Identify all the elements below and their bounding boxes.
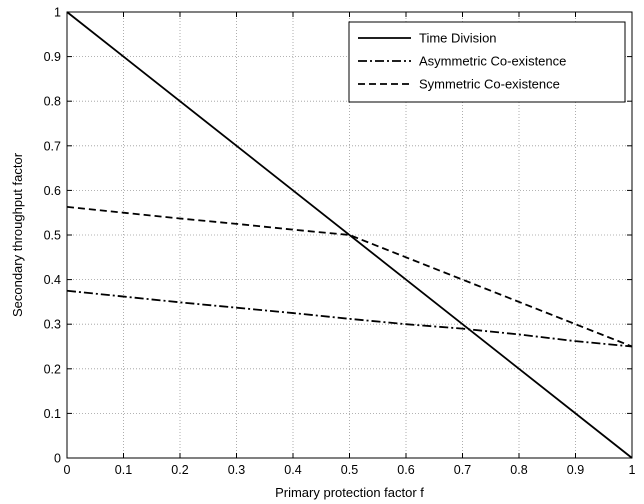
x-tick-label: 0.8 — [510, 463, 527, 477]
x-tick-label: 0.4 — [284, 463, 301, 477]
legend-box — [348, 21, 626, 103]
y-tick-label: 0.8 — [44, 95, 61, 109]
y-tick-label: 0.2 — [44, 362, 61, 376]
x-tick-label: 0.7 — [454, 463, 471, 477]
axis-ticks: 0 0.1 0.2 0.3 0.4 0.5 0.6 0.7 0.8 0.9 1 0 0.1 0.2 0.3 0… — [44, 6, 636, 478]
y-tick-label: 0.6 — [44, 184, 61, 198]
y-tick-label: 0.9 — [44, 50, 61, 64]
x-tick-label: 0.9 — [567, 463, 584, 477]
legend-label-2: Symmetric Co-existence — [419, 77, 560, 92]
y-tick-label: 0.1 — [44, 407, 61, 421]
series-line-0 — [66, 11, 633, 459]
x-tick-label: 0.6 — [397, 463, 414, 477]
x-tick-label: 0.5 — [341, 463, 358, 477]
y-tick-label: 0.7 — [44, 139, 61, 153]
y-tick-label: 0 — [54, 452, 61, 466]
x-tick-label: 1 — [629, 463, 636, 477]
series-group — [66, 11, 633, 459]
legend-label-1: Asymmetric Co-existence — [419, 54, 566, 69]
x-tick-label: 0.2 — [171, 463, 188, 477]
y-tick-label: 0.3 — [44, 318, 61, 332]
y-tick-label: 0.5 — [44, 229, 61, 243]
legend: Time Division Asymmetric Co-existence Symm… — [348, 21, 626, 103]
x-tick-label: 0.1 — [115, 463, 132, 477]
x-axis-title: Primary protection factor f — [275, 485, 424, 500]
legend-label-0: Time Division — [419, 31, 497, 46]
y-tick-label: 0.4 — [44, 273, 61, 287]
y-axis-title: Secondary throughput factor — [10, 152, 25, 317]
y-tick-label: 1 — [54, 6, 61, 20]
x-tick-label: 0 — [64, 463, 71, 477]
series-line-2 — [66, 206, 633, 348]
x-tick-label: 0.3 — [228, 463, 245, 477]
